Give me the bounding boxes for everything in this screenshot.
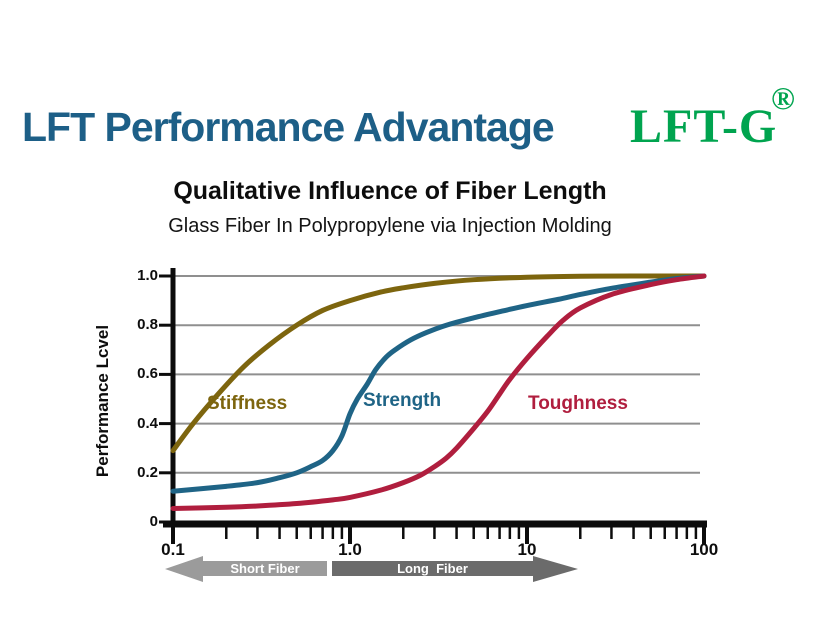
stiffness-label: Stiffness <box>207 393 288 414</box>
x-tick-label: 100 <box>689 540 719 559</box>
toughness-curve <box>170 273 707 511</box>
chart-subtitle: Glass Fiber In Polypropylene via Injecti… <box>168 215 612 237</box>
short-fiber-arrowhead-icon <box>165 556 203 582</box>
brand-logo: LFT-G <box>630 100 778 153</box>
y-tick-label: 0 <box>149 513 158 530</box>
y-tick-label: 1.0 <box>137 267 158 284</box>
long-fiber-arrowhead-icon <box>533 556 578 582</box>
y-tick-label: 0.2 <box>137 463 158 481</box>
strength-label: Strength <box>363 390 442 411</box>
y-tick-label: 0.6 <box>137 365 158 383</box>
x-tick-label: 10 <box>517 540 537 559</box>
chart-title: Qualitative Influence of Fiber Length <box>173 177 607 205</box>
page-title: LFT Performance Advantage <box>22 104 555 150</box>
stiffness-curve <box>170 273 707 454</box>
toughness-label: Toughness <box>528 393 628 414</box>
x-tick-label: 1.0 <box>338 540 362 559</box>
short-fiber-arrow-bar <box>203 561 327 576</box>
strength-curve <box>170 273 707 494</box>
y-tick-label: 0.8 <box>137 316 158 334</box>
short-fiber-arrow-label: Short Fiber <box>230 561 300 576</box>
y-tick-label: 0.4 <box>137 414 158 432</box>
long-fiber-arrow-label: Long Fiber <box>397 561 468 576</box>
x-tick-label: 0.1 <box>161 540 185 559</box>
registered-trademark-icon: ® <box>771 80 795 116</box>
long-fiber-arrow-bar <box>332 561 533 576</box>
